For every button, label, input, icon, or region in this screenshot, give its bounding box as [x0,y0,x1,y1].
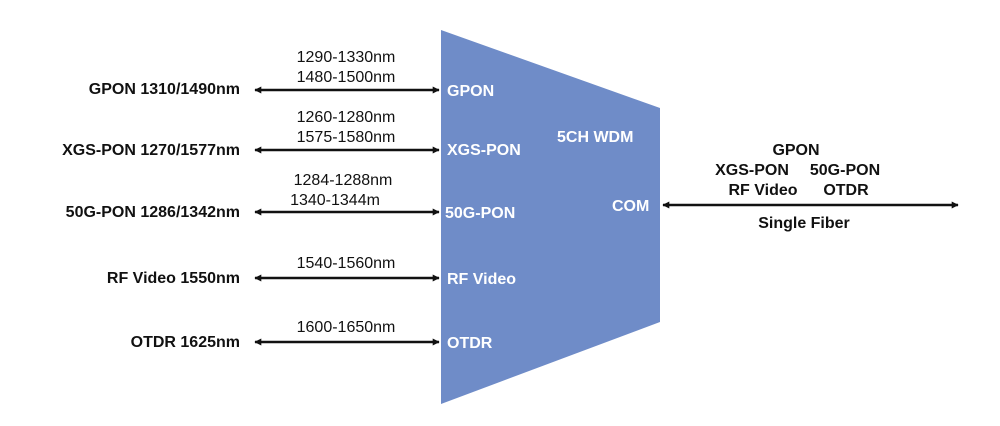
service-label-50gpon: 50G-PON 1286/1342nm [66,204,240,221]
port-xgspon: XGS-PON [447,142,521,159]
service-label-otdr: OTDR 1625nm [131,334,240,351]
range-xgspon-1: 1260-1280nm [297,109,396,126]
port-50gpon: 50G-PON [445,205,515,222]
port-rfvideo: RF Video [447,271,516,288]
range-50gpon-2: 1340-1344m [290,192,380,209]
range-50gpon-1: 1284-1288nm [294,172,393,189]
service-label-gpon: GPON 1310/1490nm [89,81,240,98]
common-xgspon: XGS-PON [715,162,789,179]
range-gpon-1: 1290-1330nm [297,49,396,66]
com-port: COM [612,198,649,215]
service-label-xgspon: XGS-PON 1270/1577nm [62,142,240,159]
common-line-1: GPON [772,142,819,159]
port-otdr: OTDR [447,335,493,352]
device-title: 5CH WDM [557,129,633,146]
port-gpon: GPON [447,83,494,100]
wdm-device-block [441,30,660,404]
common-50gpon: 50G-PON [810,162,880,179]
range-otdr: 1600-1650nm [297,319,396,336]
range-gpon-2: 1480-1500nm [297,69,396,86]
common-otdr: OTDR [823,182,869,199]
service-label-rfvideo: RF Video 1550nm [107,270,240,287]
range-xgspon-2: 1575-1580nm [297,129,396,146]
single-fiber-label: Single Fiber [758,215,850,232]
range-rfvideo: 1540-1560nm [297,255,396,272]
common-rfvideo: RF Video [728,182,797,199]
